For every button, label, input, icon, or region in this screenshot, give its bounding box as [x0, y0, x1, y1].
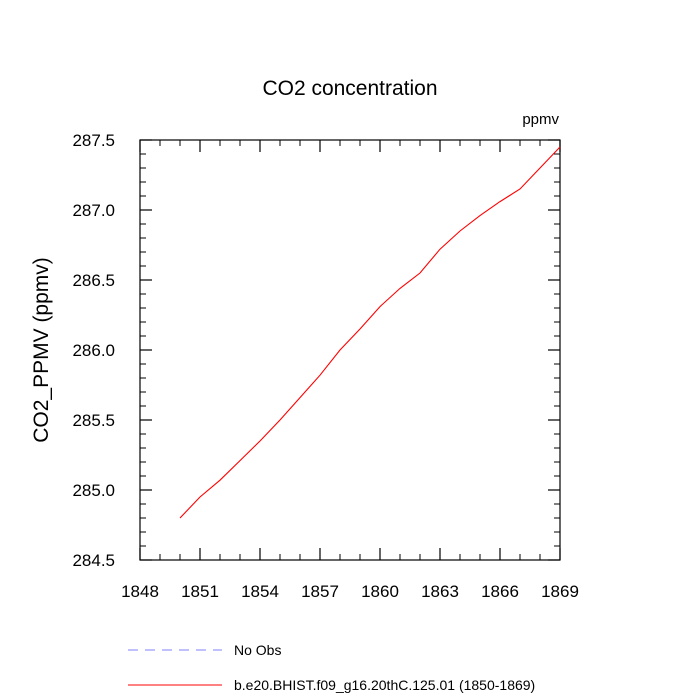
series-layer: [179, 146, 561, 519]
y-tick-label: 287.5: [72, 131, 115, 150]
x-tick-label: 1863: [421, 582, 459, 601]
x-tick-label: 1851: [181, 582, 219, 601]
x-tick-label: 1866: [481, 582, 519, 601]
x-tick-label: 1869: [541, 582, 579, 601]
y-tick-label: 285.0: [72, 481, 115, 500]
y-tick-label: 284.5: [72, 551, 115, 570]
units-label: ppmv: [522, 111, 559, 128]
legend: No Obs b.e20.BHIST.f09_g16.20thC.125.01 (…: [128, 642, 535, 693]
x-tick-label: 1854: [241, 582, 279, 601]
legend-label: No Obs: [234, 642, 281, 658]
y-tick-label: 286.0: [72, 341, 115, 360]
chart-title: CO2 concentration: [262, 77, 437, 100]
y-axis-label: CO2_PPMV (ppmv): [30, 257, 53, 443]
y-tick-label: 286.5: [72, 271, 115, 290]
x-tick-label: 1857: [301, 582, 339, 601]
legend-label: b.e20.BHIST.f09_g16.20thC.125.01 (1850-1…: [234, 677, 535, 693]
plot-frame: [139, 139, 561, 561]
tick-labels: 1848 1851 1854 1857 1860 1863 1866 1869 284.5 285…: [72, 131, 578, 601]
y-tick-label: 285.5: [72, 411, 115, 430]
series-line-1: [179, 146, 561, 519]
x-tick-label: 1860: [361, 582, 399, 601]
y-tick-label: 287.0: [72, 201, 115, 220]
x-tick-label: 1848: [121, 582, 159, 601]
axis-ticks: [139, 139, 561, 561]
